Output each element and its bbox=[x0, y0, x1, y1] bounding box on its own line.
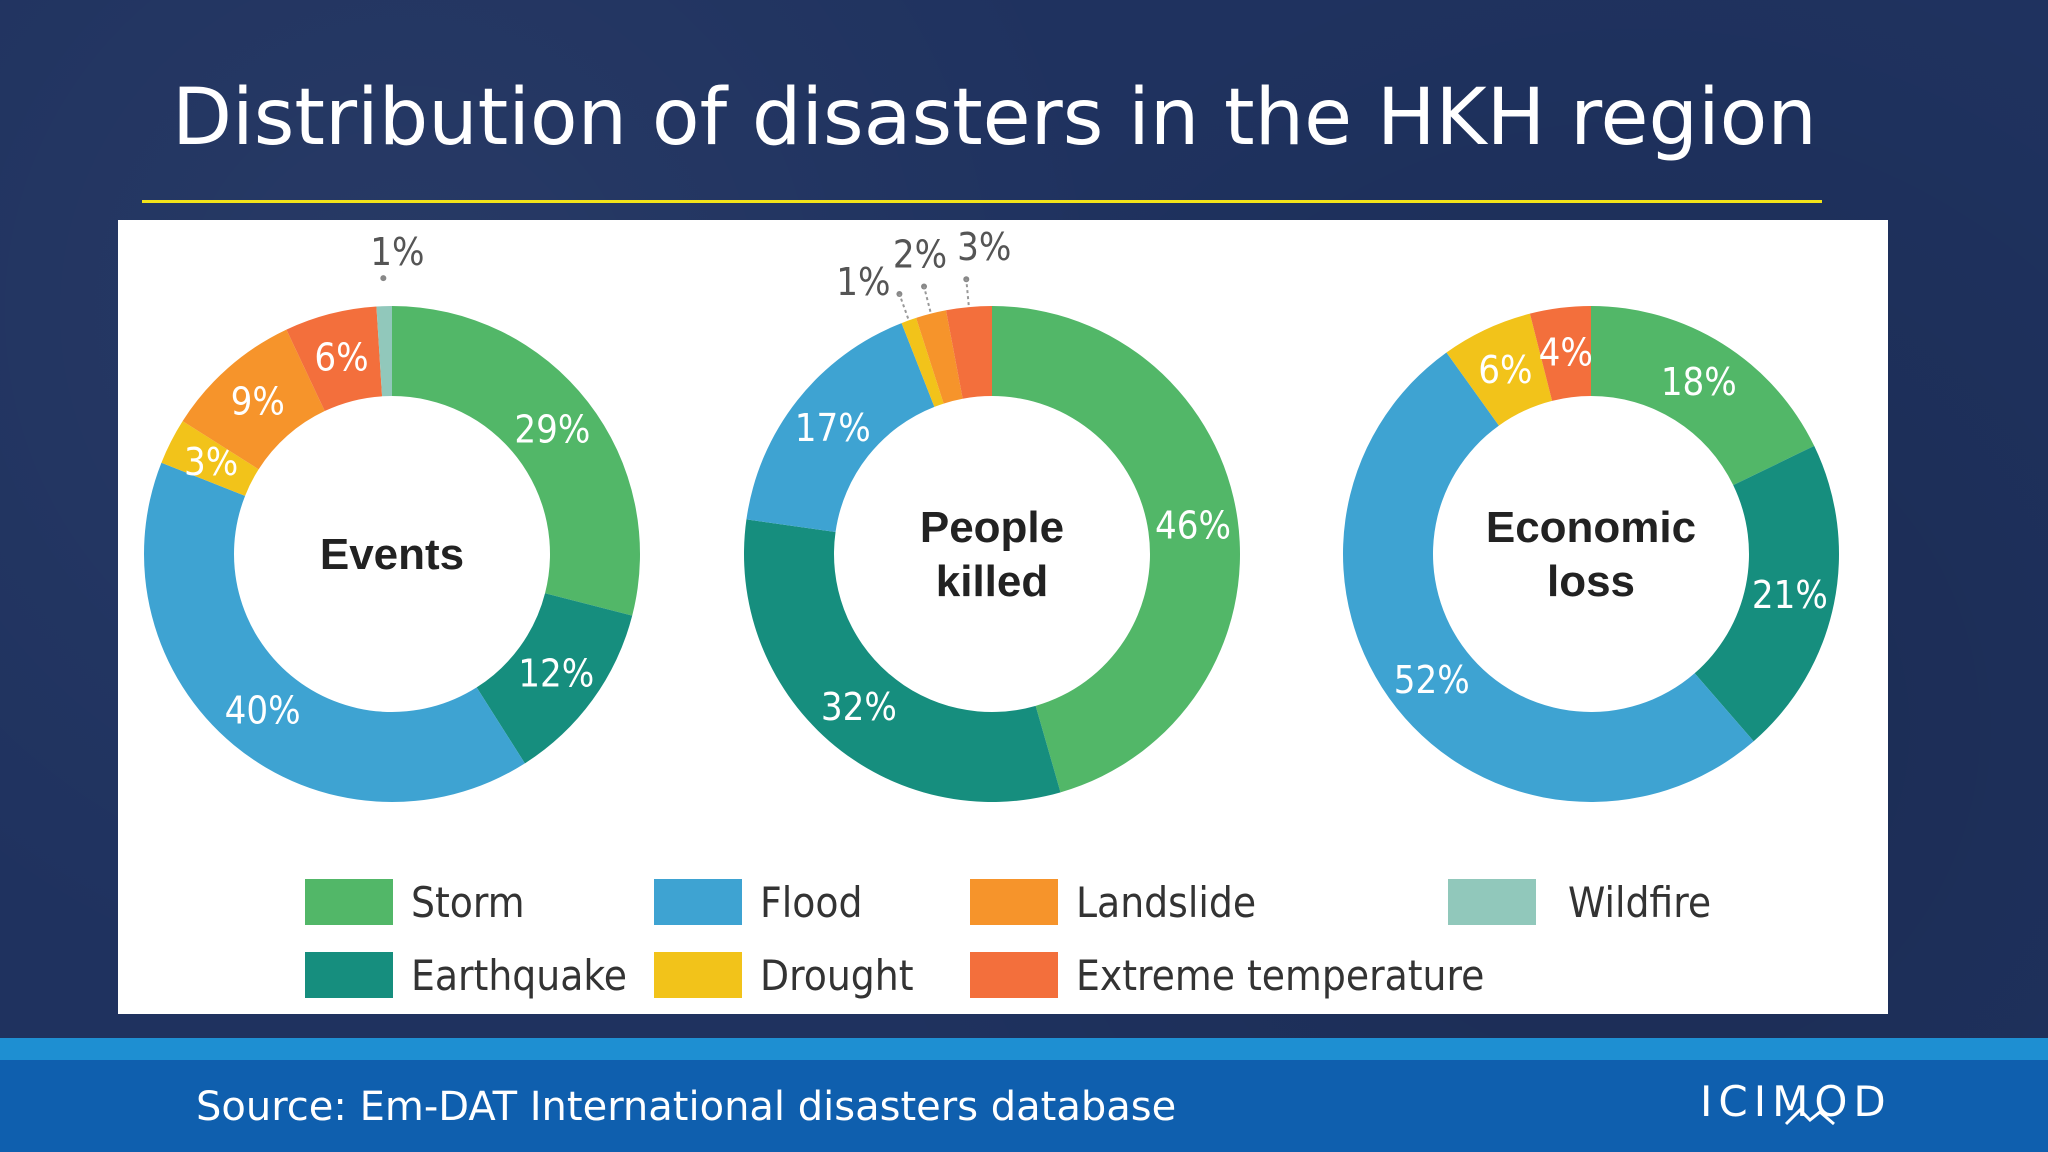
icimod-logo-text: ICIMOD bbox=[1700, 1077, 1892, 1126]
slice-label-flood: 52% bbox=[1394, 658, 1470, 702]
slice-landslide bbox=[182, 329, 325, 470]
slice-label-drought: 6% bbox=[1478, 348, 1532, 392]
slice-wildfire bbox=[376, 306, 392, 397]
footer-stripe bbox=[0, 1038, 2048, 1060]
slice-label-extreme-temperature: 6% bbox=[314, 335, 368, 379]
slice-label-landslide: 2% bbox=[893, 233, 947, 277]
slice-label-wildfire: 1% bbox=[370, 230, 424, 274]
leader-line bbox=[898, 293, 910, 319]
slide-title: Distribution of disasters in the HKH reg… bbox=[172, 73, 1817, 163]
donut-center-title: killed bbox=[936, 557, 1049, 606]
slice-label-storm: 18% bbox=[1661, 360, 1737, 404]
slice-extreme-temperature bbox=[1529, 306, 1591, 401]
legend-label-extreme-temperature: Extreme temperature bbox=[1076, 951, 1484, 1000]
title-divider bbox=[142, 200, 1822, 203]
legend-swatch-earthquake bbox=[305, 952, 393, 998]
slice-label-storm: 29% bbox=[514, 408, 590, 452]
legend-label-earthquake: Earthquake bbox=[411, 951, 627, 1000]
legend-swatch-flood bbox=[654, 879, 742, 925]
slice-landslide bbox=[916, 310, 963, 404]
slice-earthquake bbox=[476, 593, 633, 764]
slice-label-extreme-temperature: 4% bbox=[1539, 331, 1593, 375]
legend-swatch-extreme-temperature bbox=[970, 952, 1058, 998]
slice-extreme-temperature bbox=[286, 306, 383, 412]
footer-bar bbox=[0, 1060, 2048, 1152]
slice-label-landslide: 9% bbox=[231, 380, 285, 424]
icimod-logo: ICIMOD bbox=[1700, 1077, 1892, 1126]
slice-label-earthquake: 12% bbox=[518, 651, 594, 695]
slice-earthquake bbox=[1694, 445, 1839, 742]
legend-label-drought: Drought bbox=[760, 951, 914, 1000]
icimod-logo-mountain bbox=[1784, 1107, 1835, 1126]
legend-label-flood: Flood bbox=[760, 878, 862, 927]
slice-label-flood: 17% bbox=[795, 406, 871, 450]
slice-storm bbox=[992, 306, 1240, 793]
slice-drought bbox=[901, 317, 944, 407]
slice-label-earthquake: 32% bbox=[821, 685, 897, 729]
slice-storm bbox=[392, 306, 640, 616]
slice-storm bbox=[1591, 306, 1815, 486]
slice-label-earthquake: 21% bbox=[1752, 573, 1828, 617]
donut-charts: 29% 12% 40% 3% 9% 6% 1% Events 46% 32% 17% 1%2% 3% Pe… bbox=[144, 225, 1839, 1000]
legend-swatch-landslide bbox=[970, 879, 1058, 925]
donut-center-title: Events bbox=[320, 530, 464, 579]
slice-drought bbox=[161, 421, 259, 496]
leader-line bbox=[923, 286, 932, 312]
chart-panel: 29% 12% 40% 3% 9% 6% 1% Events 46% 32% 17% 1% 2% 3% Pe… bbox=[118, 220, 1888, 1014]
legend-swatch-storm bbox=[305, 879, 393, 925]
slice-flood bbox=[746, 323, 935, 532]
legend-swatch-wildfire bbox=[1448, 879, 1536, 925]
slice-label-flood: 40% bbox=[225, 688, 301, 732]
legend-swatch-drought bbox=[654, 952, 742, 998]
slice-flood bbox=[144, 462, 525, 802]
leader-line bbox=[965, 279, 970, 306]
source-note: Source: Em-DAT International disasters d… bbox=[196, 1084, 1177, 1130]
leader-dot bbox=[380, 275, 387, 282]
legend-label-landslide: Landslide bbox=[1076, 878, 1256, 927]
slice-label-extreme-temperature: 3% bbox=[957, 225, 1011, 269]
legend: Storm Flood Landslide Wildfire Earthquake Dro… bbox=[305, 878, 1711, 1000]
slice-label-storm: 46% bbox=[1155, 504, 1231, 548]
donut-center-title: loss bbox=[1547, 557, 1635, 606]
donut-events: 29%12%40%3%9%6%1%Events bbox=[144, 230, 640, 802]
slice-earthquake bbox=[744, 519, 1061, 802]
leader-dot bbox=[921, 283, 928, 290]
slice-label-drought: 1% bbox=[836, 260, 890, 304]
donut-economic-loss: 18% 21% 52% 6% 4% Economic loss bbox=[1343, 306, 1839, 802]
legend-label-storm: Storm bbox=[411, 878, 525, 927]
legend-label-wildfire: Wildfire bbox=[1568, 878, 1711, 927]
slice-extreme-temperature bbox=[945, 306, 992, 399]
donut-center-title: People bbox=[920, 503, 1064, 552]
donut-center-title: Economic bbox=[1486, 503, 1696, 552]
slice-drought bbox=[1446, 313, 1553, 426]
slice-flood bbox=[1343, 352, 1754, 802]
donut-people-killed: 46% 32% 17% 1%2% 3% People killed bbox=[744, 225, 1240, 802]
